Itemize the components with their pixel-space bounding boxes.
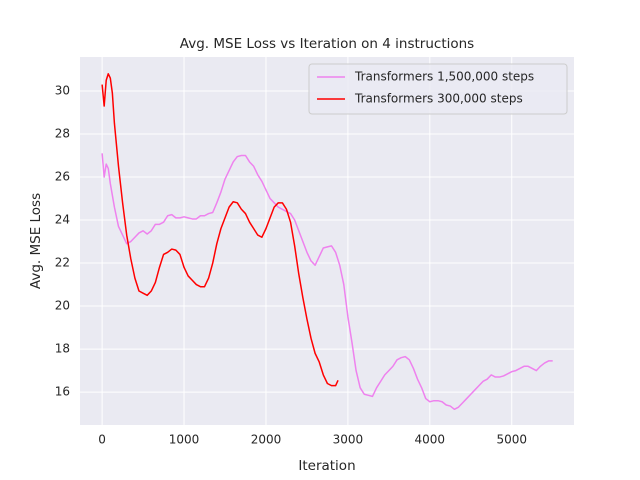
- plot-area: [80, 57, 574, 425]
- y-tick-label: 30: [55, 83, 70, 97]
- series-line: [101, 153, 553, 411]
- y-tick-label: 28: [55, 126, 70, 140]
- x-tick-label: 4000: [415, 433, 446, 447]
- legend-label: Transformers 300,000 steps: [354, 92, 523, 106]
- y-tick-label: 18: [55, 342, 70, 356]
- y-tick-label: 20: [55, 299, 70, 313]
- series-line: [101, 73, 339, 387]
- y-axis-label: Avg. MSE Loss: [28, 193, 44, 289]
- y-tick-label: 16: [55, 385, 70, 399]
- x-tick-label: 3000: [333, 433, 364, 447]
- y-tick-label: 22: [55, 256, 70, 270]
- legend-label: Transformers 1,500,000 steps: [354, 70, 534, 84]
- legend-box: [308, 63, 568, 115]
- chart-title: Avg. MSE Loss vs Iteration on 4 instruct…: [180, 36, 474, 52]
- x-tick-label: 5000: [496, 433, 527, 447]
- x-tick-label: 0: [98, 433, 106, 447]
- legend: Transformers 1,500,000 steps Transformers…: [308, 63, 568, 115]
- x-axis-label: Iteration: [298, 458, 355, 474]
- y-tick-label: 26: [55, 170, 70, 184]
- x-tick-label: 2000: [251, 433, 282, 447]
- x-tick-label: 1000: [169, 433, 200, 447]
- y-tick-label: 24: [55, 213, 70, 227]
